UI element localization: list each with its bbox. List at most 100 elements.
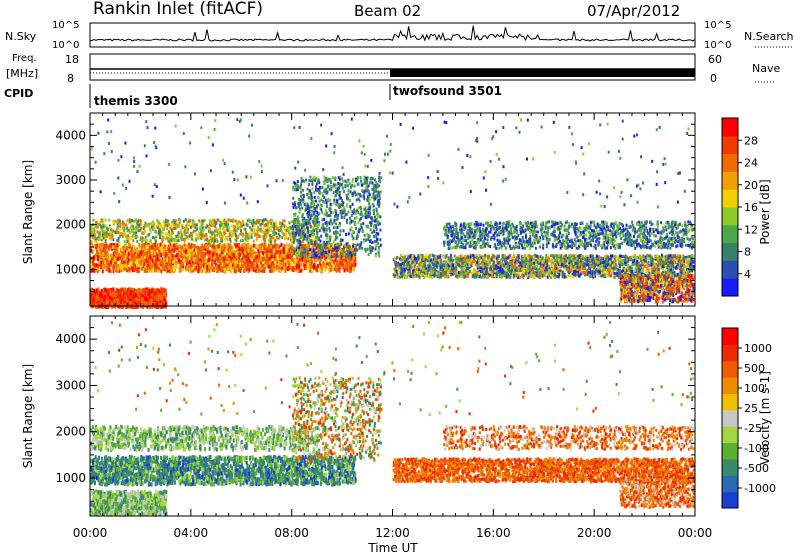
range-gate-cell [345, 233, 347, 236]
range-gate-cell [344, 244, 346, 247]
range-gate-cell [346, 194, 348, 197]
range-gate-cell [318, 237, 320, 240]
range-gate-cell [360, 217, 362, 220]
range-gate-cell [198, 219, 200, 222]
range-gate-cell [185, 235, 187, 238]
range-gate-cell [256, 261, 258, 265]
range-gate-cell [224, 244, 226, 248]
range-gate-cell [334, 183, 336, 186]
range-gate-cell [314, 196, 316, 199]
range-gate-cell [253, 240, 255, 243]
range-gate-cell [348, 232, 350, 235]
range-gate-cell [294, 185, 296, 188]
range-gate-cell [117, 231, 119, 234]
range-gate-cell [211, 232, 213, 235]
range-gate-cell [326, 224, 328, 227]
range-gate-cell [157, 269, 159, 273]
range-gate-cell [244, 238, 246, 241]
range-gate-cell [263, 227, 265, 230]
range-gate-cell [157, 219, 159, 222]
range-gate-cell [330, 188, 332, 191]
range-gate-cell [128, 288, 130, 292]
range-gate-cell [343, 249, 345, 252]
range-gate-cell [370, 251, 372, 254]
range-gate-cell [310, 230, 312, 233]
range-gate-cell [285, 251, 287, 255]
range-gate-cell [95, 257, 97, 261]
range-gate-cell [309, 189, 311, 192]
range-gate-cell [349, 182, 351, 185]
range-gate-cell [270, 249, 272, 253]
range-gate-cell [322, 265, 324, 269]
range-gate-cell [150, 264, 152, 268]
range-gate-cell [95, 221, 97, 224]
range-gate-cell [242, 221, 244, 224]
range-gate-cell [355, 212, 357, 215]
range-gate-cell [165, 237, 167, 240]
range-gate-cell [308, 196, 310, 199]
range-gate-cell [174, 260, 176, 264]
range-gate-cell [281, 230, 283, 233]
range-gate-cell [260, 257, 262, 261]
range-gate-cell [370, 181, 372, 184]
range-gate-cell [162, 228, 164, 231]
range-gate-cell [247, 219, 249, 222]
range-gate-cell [375, 234, 377, 237]
range-gate-cell [155, 257, 157, 261]
range-gate-cell [144, 248, 146, 252]
range-gate-cell [146, 269, 148, 273]
range-gate-cell [226, 255, 228, 259]
range-gate-cell [309, 176, 311, 179]
range-gate-cell [317, 213, 319, 216]
range-gate-cell [300, 269, 302, 273]
range-gate-cell [168, 249, 170, 253]
range-gate-cell [165, 232, 167, 235]
range-gate-cell [208, 258, 210, 262]
range-gate-cell [321, 204, 323, 207]
range-gate-cell [350, 191, 352, 194]
range-gate-cell [271, 254, 273, 258]
range-gate-cell [252, 254, 254, 258]
range-gate-cell [149, 240, 151, 243]
cpid-segment-2: twofsound 3501 [393, 84, 502, 98]
range-gate-cell [269, 234, 271, 237]
range-gate-cell [269, 261, 271, 265]
nsky-tick-top: 10^5 [52, 20, 79, 31]
range-gate-cell [328, 269, 330, 273]
range-gate-cell [101, 219, 103, 222]
range-gate-cell [154, 230, 156, 233]
range-gate-cell [135, 232, 137, 235]
range-gate-cell [233, 253, 235, 257]
range-gate-cell [140, 289, 142, 293]
range-gate-cell [203, 246, 205, 250]
range-gate-cell [165, 224, 167, 227]
range-gate-cell [311, 196, 313, 199]
range-gate-cell [317, 196, 319, 199]
range-gate-cell [188, 260, 190, 264]
range-gate-cell [114, 299, 116, 303]
range-gate-cell [300, 183, 302, 186]
range-gate-cell [247, 249, 249, 253]
range-gate-cell [238, 247, 240, 251]
range-gate-cell [201, 219, 203, 222]
range-gate-cell [313, 250, 315, 253]
range-gate-cell [216, 253, 218, 257]
range-gate-cell [166, 246, 168, 250]
range-gate-cell [301, 180, 303, 183]
range-gate-cell [377, 233, 379, 236]
range-gate-cell [373, 226, 375, 229]
range-gate-cell [141, 262, 143, 266]
range-gate-cell [349, 205, 351, 208]
range-gate-cell [349, 261, 351, 265]
range-gate-cell [289, 234, 291, 237]
range-gate-cell [181, 235, 183, 238]
range-gate-cell [281, 236, 283, 239]
range-gate-cell [186, 245, 188, 249]
range-gate-cell [303, 232, 305, 235]
range-gate-cell [331, 255, 333, 258]
range-gate-cell [225, 263, 227, 267]
range-gate-cell [124, 240, 126, 243]
range-gate-cell [339, 233, 341, 236]
range-gate-cell [133, 294, 135, 298]
